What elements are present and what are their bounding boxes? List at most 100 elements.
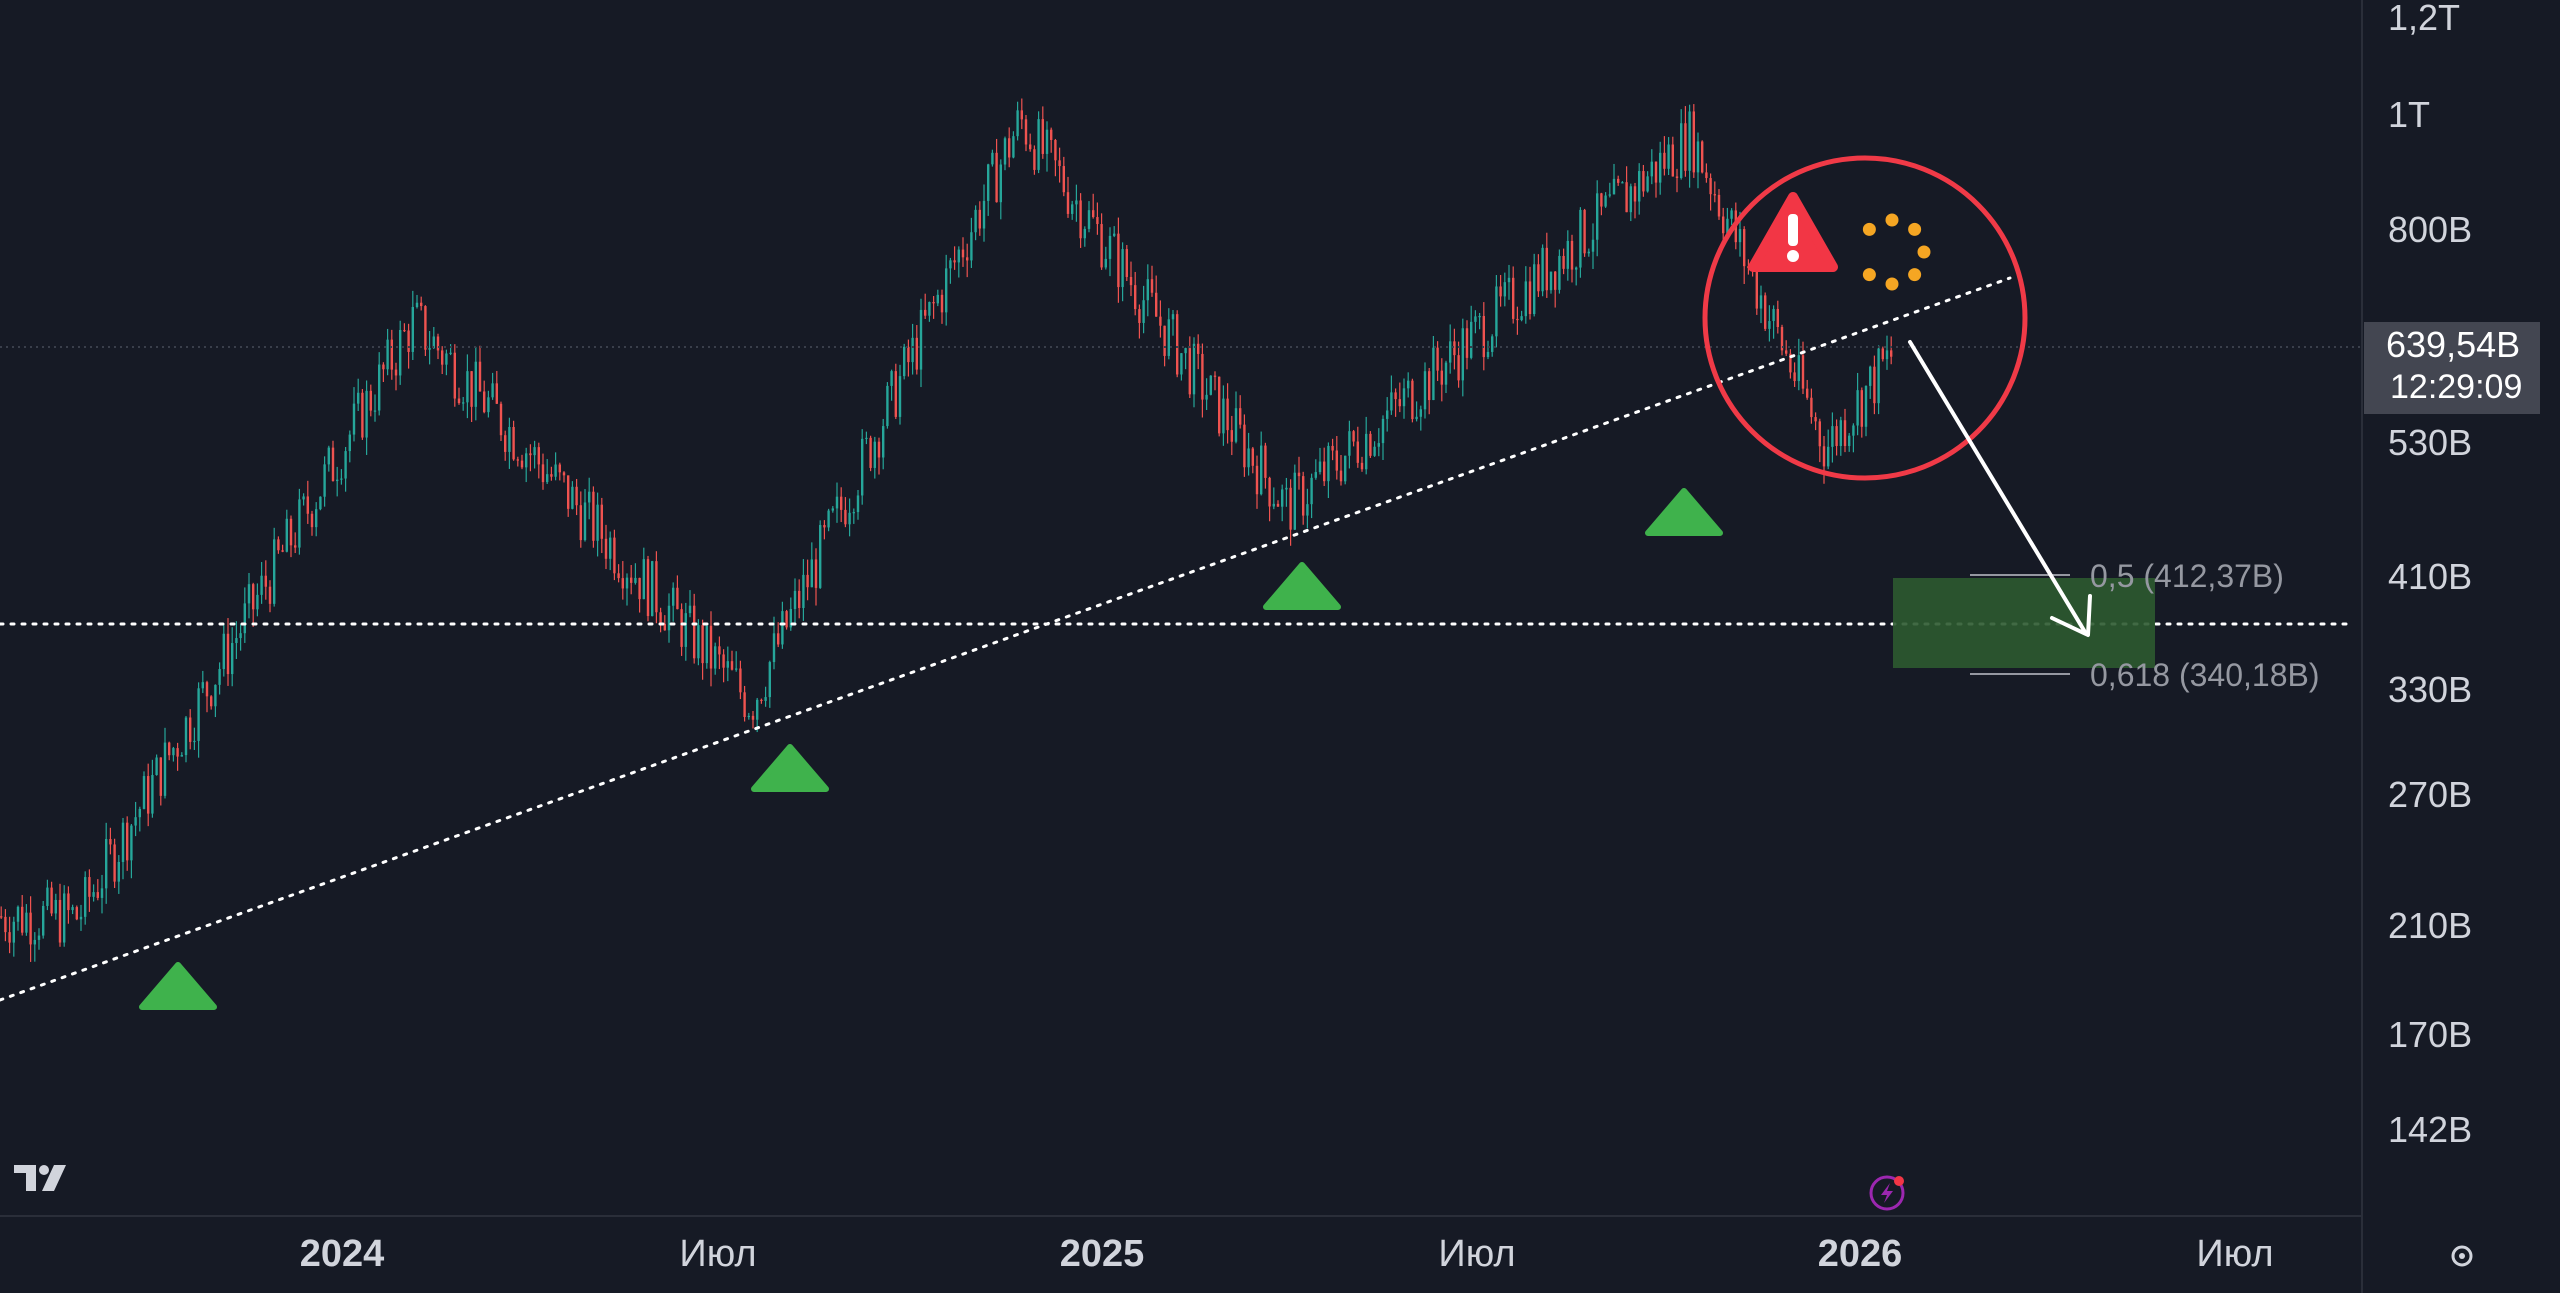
- candle: [75, 905, 78, 921]
- candle: [8, 916, 11, 954]
- candle: [180, 752, 183, 757]
- gear-icon[interactable]: [2451, 1245, 2473, 1267]
- support-marker-2024-08[interactable]: [751, 744, 829, 792]
- price-axis[interactable]: 1,2T 1T 800B 530B 410B 330B 270B 210B 170B 142B: [2388, 0, 2472, 1150]
- candle: [1604, 192, 1607, 208]
- candle: [911, 323, 914, 375]
- candle: [1066, 176, 1070, 218]
- candle: [1780, 324, 1784, 356]
- candle: [1100, 213, 1103, 270]
- support-marker-2023-11[interactable]: [139, 962, 217, 1010]
- candle: [1730, 208, 1733, 226]
- candle: [600, 497, 603, 554]
- candle: [735, 651, 738, 672]
- candle: [205, 680, 209, 713]
- time-axis[interactable]: 2024 Июл 2025 Июл 2026 Июл: [300, 1233, 2274, 1275]
- candle: [214, 684, 217, 718]
- candle: [1671, 136, 1674, 177]
- candle: [915, 325, 918, 375]
- candle: [1608, 182, 1611, 198]
- candle: [310, 510, 314, 536]
- candle: [25, 904, 28, 936]
- candle: [1360, 456, 1364, 472]
- candle: [659, 607, 662, 633]
- candle: [1176, 310, 1179, 378]
- candle: [1482, 302, 1485, 371]
- candle: [394, 362, 398, 391]
- candle: [537, 442, 540, 479]
- candle: [1020, 98, 1023, 130]
- current-price-tag: 639,54B 12:29:09: [2364, 322, 2540, 414]
- candle: [772, 616, 776, 670]
- candle: [1545, 232, 1548, 298]
- candle: [1587, 248, 1590, 257]
- candle: [231, 627, 234, 687]
- candle: [1230, 415, 1233, 456]
- candle: [630, 564, 633, 595]
- down-arrow[interactable]: [1908, 340, 2092, 637]
- time-tick-label: 2024: [300, 1233, 385, 1275]
- candle: [1092, 193, 1095, 219]
- candle: [1470, 305, 1473, 360]
- candle: [1331, 438, 1334, 461]
- loader-dot: [1862, 222, 1876, 236]
- candle: [1029, 133, 1032, 152]
- candle: [1264, 442, 1267, 489]
- candle: [1037, 111, 1040, 174]
- candle: [991, 149, 994, 167]
- candle: [638, 577, 641, 613]
- candle: [54, 893, 57, 920]
- candle: [1554, 271, 1557, 308]
- target-zone[interactable]: [1893, 578, 2155, 668]
- candle: [970, 217, 973, 268]
- candle: [113, 838, 116, 889]
- candle: [1474, 310, 1477, 334]
- trendline[interactable]: [0, 276, 2012, 1002]
- candle: [1323, 447, 1326, 487]
- candle: [688, 590, 692, 618]
- candle: [1239, 395, 1242, 429]
- candle: [575, 478, 578, 516]
- candle: [1507, 264, 1511, 300]
- candle: [1243, 414, 1246, 477]
- candle: [1818, 418, 1821, 463]
- candle: [1432, 335, 1435, 401]
- candle: [642, 547, 645, 600]
- candle: [84, 871, 87, 925]
- candle: [1684, 106, 1687, 177]
- candle: [823, 520, 826, 540]
- candle: [907, 339, 910, 377]
- candle: [1281, 484, 1284, 522]
- candle: [1411, 378, 1414, 423]
- candle: [1583, 208, 1586, 257]
- candle: [1617, 175, 1620, 186]
- highlight-circle[interactable]: [1702, 155, 2028, 481]
- support-marker-2025-10[interactable]: [1645, 488, 1723, 536]
- candle: [676, 575, 679, 610]
- candle: [663, 615, 666, 631]
- candle: [369, 384, 372, 417]
- candle: [1869, 365, 1872, 399]
- candle: [1537, 254, 1540, 297]
- candle: [1071, 200, 1074, 220]
- candle: [894, 363, 897, 419]
- candle: [1822, 435, 1826, 484]
- candle: [1797, 338, 1800, 391]
- candle: [1104, 246, 1107, 270]
- lightning-icon[interactable]: [1869, 1175, 1905, 1211]
- candle: [810, 542, 813, 588]
- candle: [1398, 382, 1401, 413]
- candle: [861, 429, 864, 505]
- candle: [294, 532, 297, 554]
- loader-dot: [1908, 268, 1922, 282]
- candle: [483, 380, 486, 414]
- candle: [1444, 360, 1448, 394]
- candle: [92, 884, 95, 902]
- time-tick-label: 2026: [1818, 1233, 1903, 1275]
- candle: [1373, 441, 1376, 457]
- support-marker-2025-04[interactable]: [1263, 562, 1341, 610]
- candle: [302, 493, 305, 506]
- candle: [798, 579, 801, 619]
- candle: [1121, 242, 1124, 302]
- candle: [1419, 405, 1422, 431]
